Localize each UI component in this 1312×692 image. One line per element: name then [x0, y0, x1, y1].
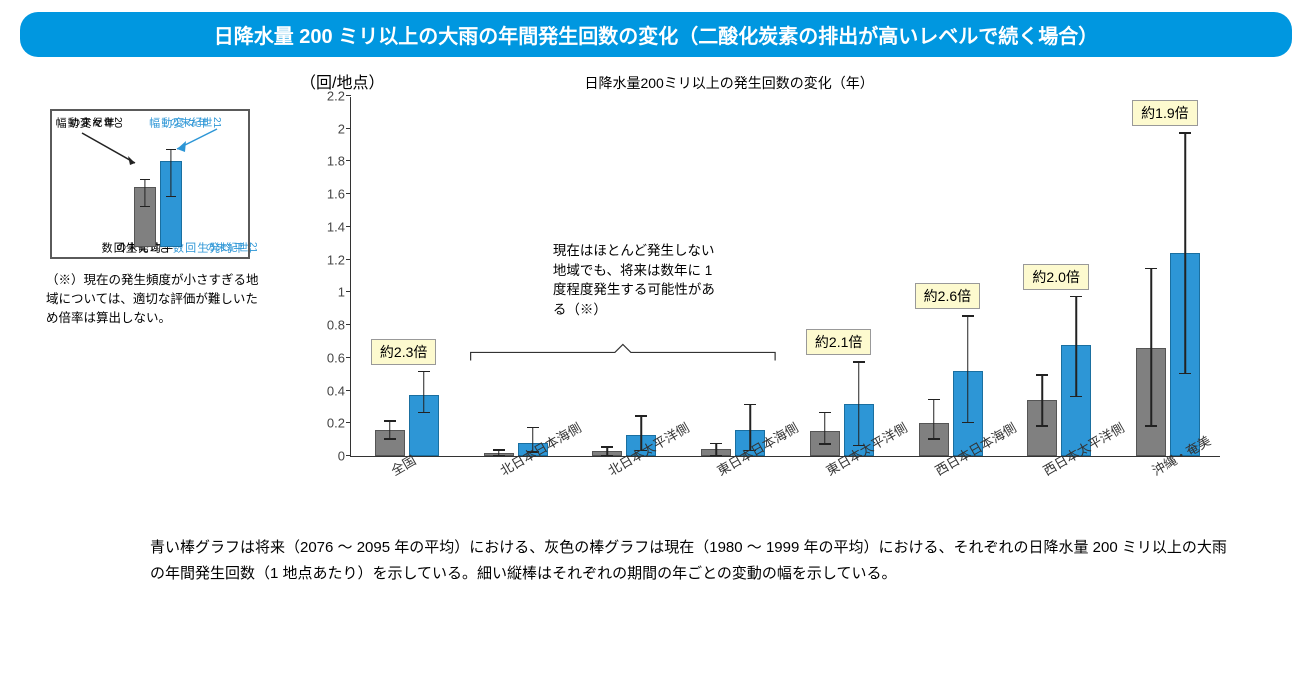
ratio-label: 約1.9倍 [1132, 100, 1197, 126]
errorbar-future [1070, 296, 1082, 397]
annotation-text: 現在はほとんど発生しない地域でも、将来は数年に 1 度程度発生する可能性がある（… [553, 241, 728, 319]
ratio-label: 約2.6倍 [915, 283, 980, 309]
y-tick-label: 2 [338, 121, 351, 136]
legend-err-present [140, 179, 150, 207]
legend-label-future-avg2: 21世紀末の [203, 242, 258, 253]
page-title-banner: 日降水量 200 ミリ以上の大雨の年間発生回数の変化（二酸化炭素の排出が高いレベ… [20, 12, 1292, 57]
legend-label-present-var2: 20世紀末の [68, 117, 123, 128]
errorbar-present [928, 399, 940, 440]
y-tick-label: 1.2 [327, 252, 351, 267]
errorbar-present [819, 412, 831, 445]
chart-column: （回/地点） 日降水量200ミリ以上の発生回数の変化（年） 気象庁 00.20.… [280, 69, 1292, 517]
errorbar-future [418, 371, 430, 414]
y-tick-label: 0.6 [327, 350, 351, 365]
arrow-icon [172, 127, 222, 157]
plot-area: 気象庁 00.20.40.60.811.21.41.61.822.2現在はほとん… [350, 97, 1220, 457]
x-tick-label: 北日本日本海側 [492, 410, 584, 479]
legend-note: （※）現在の発生頻度が小さすぎる地域については、適切な評価が難しいため倍率は算出… [20, 271, 260, 327]
y-tick-label: 0.2 [327, 416, 351, 431]
y-tick-label: 0.8 [327, 318, 351, 333]
y-tick-label: 2.2 [327, 89, 351, 104]
y-tick-label: 1 [338, 285, 351, 300]
description-text: 青い棒グラフは将来（2076 〜 2095 年の平均）における、灰色の棒グラフは… [20, 535, 1292, 586]
y-tick-label: 0 [338, 449, 351, 464]
ratio-label: 約2.0倍 [1023, 264, 1088, 290]
y-tick-label: 0.4 [327, 383, 351, 398]
errorbar-future [962, 315, 974, 423]
errorbar-present [384, 420, 396, 440]
chart-wrap: 気象庁 00.20.40.60.811.21.41.61.822.2現在はほとん… [280, 97, 1240, 517]
legend-column: 年々変動幅 20世紀末の 平均発生回数 20世紀末の 年々変動幅 21世紀末の … [20, 69, 260, 327]
chart-title: 日降水量200ミリ以上の発生回数の変化（年） [584, 73, 873, 93]
y-tick-label: 1.4 [327, 219, 351, 234]
y-tick-label: 1.6 [327, 187, 351, 202]
content-row: 年々変動幅 20世紀末の 平均発生回数 20世紀末の 年々変動幅 21世紀末の … [20, 69, 1292, 517]
arrow-icon [80, 131, 140, 171]
ratio-label: 約2.3倍 [371, 339, 436, 365]
ratio-label: 約2.1倍 [806, 329, 871, 355]
errorbar-present [1036, 374, 1048, 426]
legend-box: 年々変動幅 20世紀末の 平均発生回数 20世紀末の 年々変動幅 21世紀末の … [50, 109, 250, 259]
y-tick-label: 1.8 [327, 154, 351, 169]
errorbar-present [1145, 268, 1157, 427]
errorbar-future [1179, 132, 1191, 374]
